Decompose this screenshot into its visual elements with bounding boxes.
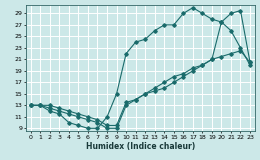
X-axis label: Humidex (Indice chaleur): Humidex (Indice chaleur) bbox=[86, 142, 195, 151]
